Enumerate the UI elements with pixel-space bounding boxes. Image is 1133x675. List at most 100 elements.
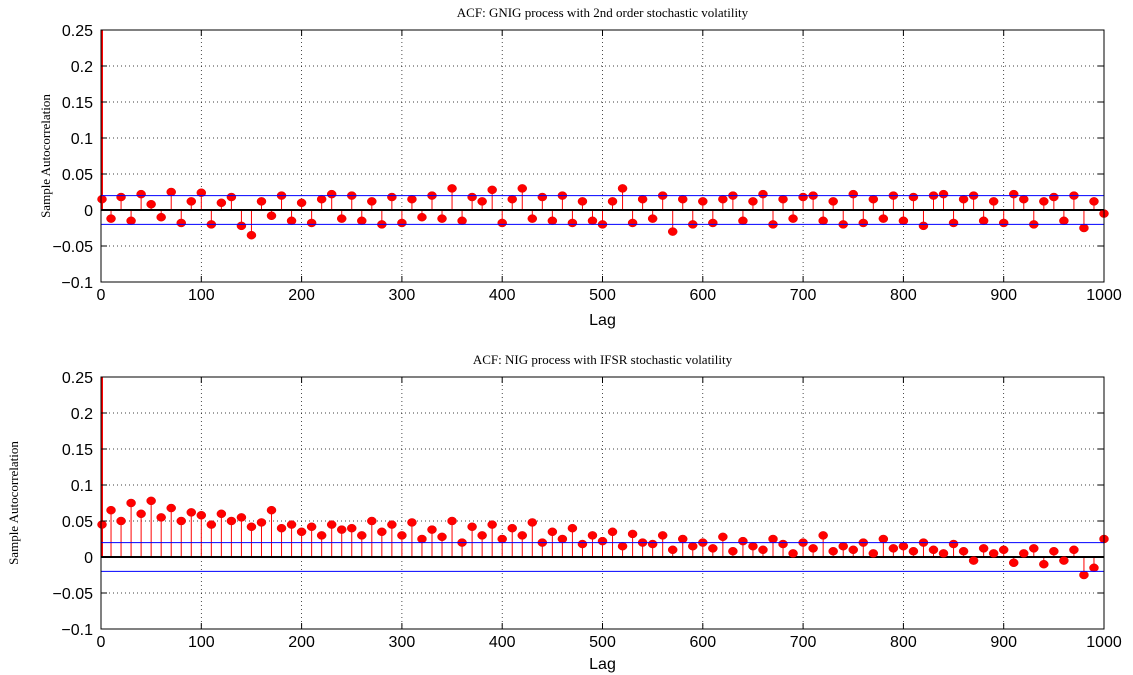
acf-point <box>196 188 207 197</box>
acf-point <box>186 508 197 517</box>
x-tick-label: 700 <box>790 287 817 304</box>
acf-point <box>637 194 648 204</box>
chart-title: ACF: GNIG process with 2nd order stochas… <box>457 5 749 20</box>
acf-point <box>407 194 417 204</box>
acf-point <box>698 197 708 206</box>
acf-point <box>246 230 257 240</box>
acf-point <box>1079 570 1089 580</box>
acf-point <box>838 541 848 551</box>
x-tick-label: 1000 <box>1086 287 1122 304</box>
acf-point <box>296 527 307 537</box>
y-tick-label: −0.1 <box>61 275 93 292</box>
y-tick-label: 0.15 <box>62 95 93 112</box>
acf-point <box>447 184 457 193</box>
acf-point <box>377 527 387 537</box>
acf-point <box>246 522 257 532</box>
acf-point <box>1089 563 1099 573</box>
acf-point <box>487 185 497 195</box>
acf-point <box>316 194 327 204</box>
acf-point <box>688 541 698 551</box>
acf-point <box>156 212 166 222</box>
acf-point <box>577 197 588 206</box>
acf-point <box>136 189 146 199</box>
acf-point <box>738 536 748 546</box>
acf-point <box>347 523 357 533</box>
acf-point <box>577 539 588 549</box>
x-tick-label: 600 <box>689 634 716 651</box>
acf-point <box>527 518 538 527</box>
acf-point <box>126 216 136 226</box>
acf-point <box>336 525 347 534</box>
x-tick-label: 300 <box>389 634 416 651</box>
acf-point <box>477 531 487 540</box>
x-tick-label: 600 <box>689 287 716 304</box>
acf-point <box>236 221 247 231</box>
x-tick-label: 400 <box>489 287 516 304</box>
acf-point <box>326 520 337 529</box>
acf-point <box>547 527 558 537</box>
acf-point <box>527 214 538 223</box>
acf-point <box>517 531 528 540</box>
x-tick-label: 200 <box>288 287 315 304</box>
acf-point <box>417 212 427 222</box>
acf-point <box>1089 197 1099 206</box>
acf-point <box>818 531 828 540</box>
x-tick-label: 700 <box>790 634 817 651</box>
acf-point <box>1019 549 1029 558</box>
acf-point <box>898 216 909 226</box>
acf-point <box>367 516 377 526</box>
x-tick-label: 0 <box>97 634 106 651</box>
chart-title: ACF: NIG process with IFSR stochastic vo… <box>473 352 733 367</box>
acf-point <box>958 194 969 204</box>
acf-point <box>948 218 959 228</box>
acf-point <box>397 218 407 228</box>
acf-point <box>146 496 156 506</box>
acf-point <box>256 197 267 206</box>
acf-point <box>617 541 628 551</box>
acf-point <box>868 549 879 558</box>
acf-point <box>176 516 186 526</box>
acf-point <box>397 531 407 540</box>
acf-point <box>497 534 507 544</box>
acf-point <box>186 197 197 206</box>
x-tick-label: 0 <box>97 287 106 304</box>
x-tick-label: 500 <box>589 287 616 304</box>
acf-point <box>858 218 869 228</box>
acf-point <box>627 529 638 539</box>
acf-point <box>898 541 909 551</box>
acf-point <box>447 516 457 526</box>
acf-point <box>116 192 126 202</box>
x-axis-label: Lag <box>589 656 616 673</box>
acf-point <box>126 498 136 508</box>
acf-point <box>708 218 718 228</box>
acf-point <box>1008 558 1019 568</box>
acf-point <box>868 194 879 204</box>
acf-point <box>497 218 507 228</box>
acf-point <box>286 520 297 529</box>
acf-point <box>828 197 838 206</box>
acf-point <box>677 194 688 204</box>
acf-point <box>758 189 768 199</box>
acf-point <box>517 184 528 193</box>
acf-point <box>647 539 658 549</box>
acf-point <box>878 534 889 544</box>
acf-point <box>948 539 959 549</box>
acf-point <box>537 192 548 202</box>
acf-point <box>718 532 728 542</box>
acf-point <box>667 227 678 236</box>
acf-point <box>908 192 919 202</box>
acf-point <box>507 194 517 204</box>
acf-point <box>718 194 728 204</box>
acf-panel-nig: 0 100 200 300 400 500 600 700 800 900 1000 −0.1 −0.0… <box>6 352 1122 673</box>
acf-point <box>788 549 798 558</box>
acf-point <box>617 184 628 193</box>
y-tick-label: 0 <box>84 550 93 567</box>
acf-point <box>1039 559 1049 569</box>
acf-point <box>547 216 558 226</box>
acf-point <box>788 214 798 223</box>
acf-point <box>106 214 116 223</box>
acf-point <box>1029 544 1039 553</box>
acf-point <box>1059 556 1069 565</box>
acf-point <box>597 536 608 546</box>
